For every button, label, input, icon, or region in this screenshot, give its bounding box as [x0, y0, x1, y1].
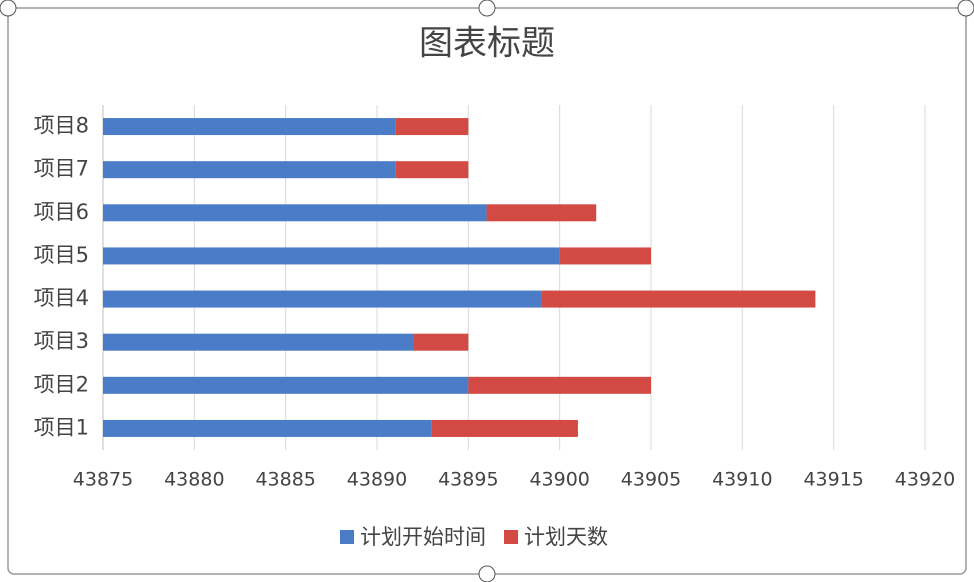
y-tick-label: 项目1: [34, 415, 89, 439]
y-tick-label: 项目2: [34, 372, 89, 396]
bar-segment: [103, 161, 396, 179]
bar-segment: [413, 333, 469, 351]
bar-segment: [468, 376, 651, 394]
bar-segment: [431, 419, 578, 437]
chart-title: 图表标题: [419, 24, 555, 64]
y-tick-label: 项目8: [34, 114, 89, 138]
bar-segment: [103, 118, 396, 136]
bar-segment: [103, 333, 414, 351]
bar-segment: [103, 376, 469, 394]
x-tick-label: 43920: [895, 469, 955, 491]
x-tick-label: 43885: [255, 469, 315, 491]
x-tick-label: 43910: [712, 469, 772, 491]
legend-swatch: [504, 530, 518, 544]
legend-label: 计划开始时间: [360, 525, 486, 549]
x-tick-label: 43890: [347, 469, 407, 491]
y-tick-label: 项目3: [34, 329, 89, 353]
y-tick-label: 项目6: [34, 200, 89, 224]
y-tick-label: 项目5: [34, 243, 89, 267]
bar-segment: [395, 118, 469, 136]
x-tick-label: 43905: [621, 469, 681, 491]
x-tick-label: 43915: [803, 469, 863, 491]
legend-label: 计划天数: [524, 525, 608, 549]
x-tick-label: 43880: [164, 469, 224, 491]
resize-handle[interactable]: [0, 0, 17, 17]
bar-segment: [103, 204, 487, 222]
bar-segment: [103, 247, 560, 265]
x-tick-label: 43875: [73, 469, 133, 491]
bar-segment: [486, 204, 597, 222]
bar-segment: [103, 290, 542, 308]
bar-segment: [559, 247, 651, 265]
x-tick-label: 43895: [438, 469, 498, 491]
bar-segment: [103, 419, 432, 437]
legend-swatch: [340, 530, 354, 544]
bar-segment: [395, 161, 469, 179]
resize-handle[interactable]: [478, 565, 496, 582]
resize-handle[interactable]: [957, 0, 974, 17]
x-tick-label: 43900: [529, 469, 589, 491]
y-tick-label: 项目4: [34, 286, 89, 310]
resize-handle[interactable]: [478, 0, 496, 17]
y-tick-label: 项目7: [34, 157, 89, 181]
bar-segment: [541, 290, 816, 308]
